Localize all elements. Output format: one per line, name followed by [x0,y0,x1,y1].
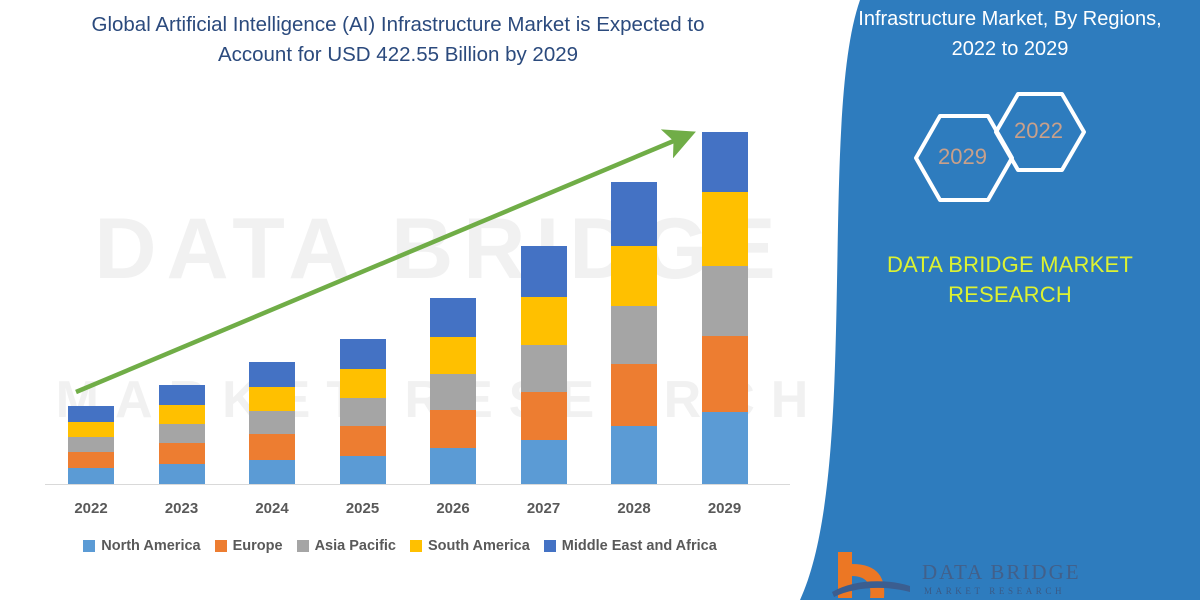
hexagon-badges: 2029 2022 [840,88,1180,218]
segment-asia-pacific-2027[interactable] [520,345,567,392]
legend-item-south-america[interactable]: South America [410,538,530,554]
bar-2023[interactable] [158,385,205,484]
segment-north-america-2024[interactable] [249,460,295,484]
chart-panel: DATA BRIDGE MARKET RESEARCH Global Artif… [0,13,809,554]
hexagon-2022-label: 2022 [1014,118,1063,143]
segment-europe-2028[interactable] [611,364,657,426]
segment-south-america-2027[interactable] [520,297,567,345]
segment-middle-east-and-africa-2026[interactable] [430,298,476,337]
footer-logo-name: DATA BRIDGE [922,560,1081,584]
segment-asia-pacific-2023[interactable] [158,424,205,443]
segment-europe-2026[interactable] [430,410,476,448]
segment-europe-2023[interactable] [158,443,205,464]
x-axis-label-2029: 2029 [707,500,742,517]
x-axis-label-2025: 2025 [345,500,380,517]
segment-asia-pacific-2024[interactable] [249,411,295,434]
panel-title: Global Artificial Intelligence (AI) Infr… [858,8,1162,60]
legend-swatch-icon [83,540,96,552]
hexagon-2029-label: 2029 [938,144,987,169]
chart-baseline [45,484,790,485]
segment-asia-pacific-2026[interactable] [430,374,476,410]
data-bridge-mark-icon [832,552,910,598]
segment-north-america-2022[interactable] [68,468,114,484]
segment-south-america-2024[interactable] [249,387,295,411]
bar-2024[interactable] [249,362,295,484]
segment-north-america-2025[interactable] [339,456,386,484]
panel-background-shape [800,0,1200,600]
footer-logo: DATA BRIDGE MARKET RESEARCH [830,552,1190,600]
segment-europe-2025[interactable] [339,426,386,456]
bar-2026[interactable] [430,298,476,484]
segment-middle-east-and-africa-2027[interactable] [520,246,567,297]
segment-europe-2024[interactable] [249,434,295,460]
branding-panel: Global Artificial Intelligence (AI) Infr… [800,0,1200,600]
legend-label: Asia Pacific [314,538,396,554]
segment-europe-2027[interactable] [520,392,567,440]
chart-legend: North America Europe Asia Pacific South Ame… [0,538,800,554]
segment-south-america-2023[interactable] [158,405,205,424]
segment-north-america-2028[interactable] [611,426,657,484]
x-axis-label-2023: 2023 [164,500,199,517]
segment-north-america-2023[interactable] [158,464,205,484]
footer-logo-tagline: MARKET RESEARCH [924,586,1066,596]
page-title: Global Artificial Intelligence (AI) Infr… [91,13,705,66]
legend-item-europe[interactable]: Europe [214,538,283,554]
legend-item-north-america[interactable]: North America [83,538,201,554]
segment-europe-2029[interactable] [701,336,748,412]
legend-label: Europe [232,538,283,554]
bar-2025[interactable] [339,339,386,484]
legend-swatch-icon [543,540,556,552]
segment-middle-east-and-africa-2023[interactable] [158,385,205,405]
segment-south-america-2026[interactable] [430,337,476,374]
segment-south-america-2025[interactable] [339,369,386,398]
segment-europe-2022[interactable] [68,452,114,468]
bar-2028[interactable] [611,182,657,484]
segment-north-america-2027[interactable] [520,440,567,484]
segment-middle-east-and-africa-2028[interactable] [611,182,657,246]
x-axis-label-2027: 2027 [526,500,561,517]
segment-north-america-2026[interactable] [430,448,476,484]
brand-name: DATA BRIDGE MARKET RESEARCH [886,252,1134,307]
hexagon-2029-icon [914,114,1014,202]
bar-2029[interactable] [701,132,748,484]
segment-middle-east-and-africa-2029[interactable] [701,132,748,192]
segment-north-america-2029[interactable] [701,412,748,484]
legend-label: North America [101,538,201,554]
segment-south-america-2029[interactable] [701,192,748,266]
segment-middle-east-and-africa-2025[interactable] [339,339,386,369]
x-axis-label-2024: 2024 [255,500,289,517]
x-axis-label-2022: 2022 [74,500,108,517]
legend-label: Middle East and Africa [561,538,717,554]
x-axis-label-2026: 2026 [436,500,470,517]
segment-asia-pacific-2022[interactable] [68,437,114,452]
segment-south-america-2022[interactable] [68,422,114,437]
segment-middle-east-and-africa-2022[interactable] [68,406,114,422]
segment-asia-pacific-2025[interactable] [339,398,386,426]
segment-asia-pacific-2029[interactable] [701,266,748,336]
segment-middle-east-and-africa-2024[interactable] [249,362,295,387]
legend-label: South America [428,538,530,554]
segment-south-america-2028[interactable] [611,246,657,306]
legend-item-asia-pacific[interactable]: Asia Pacific [296,538,396,554]
legend-swatch-icon [410,540,422,552]
bar-2027[interactable] [520,246,567,484]
legend-swatch-icon [214,540,227,552]
segment-asia-pacific-2028[interactable] [611,306,657,364]
bar-2022[interactable] [68,406,114,484]
legend-swatch-icon [296,540,309,552]
x-axis-label-2028: 2028 [617,500,651,517]
hexagon-2022-icon [994,92,1086,172]
legend-item-middle-east-and-africa[interactable]: Middle East and Africa [543,538,717,554]
stacked-bar-chart: 2022 2023 2024 2025 2026 2027 2028 2029 [45,129,790,517]
